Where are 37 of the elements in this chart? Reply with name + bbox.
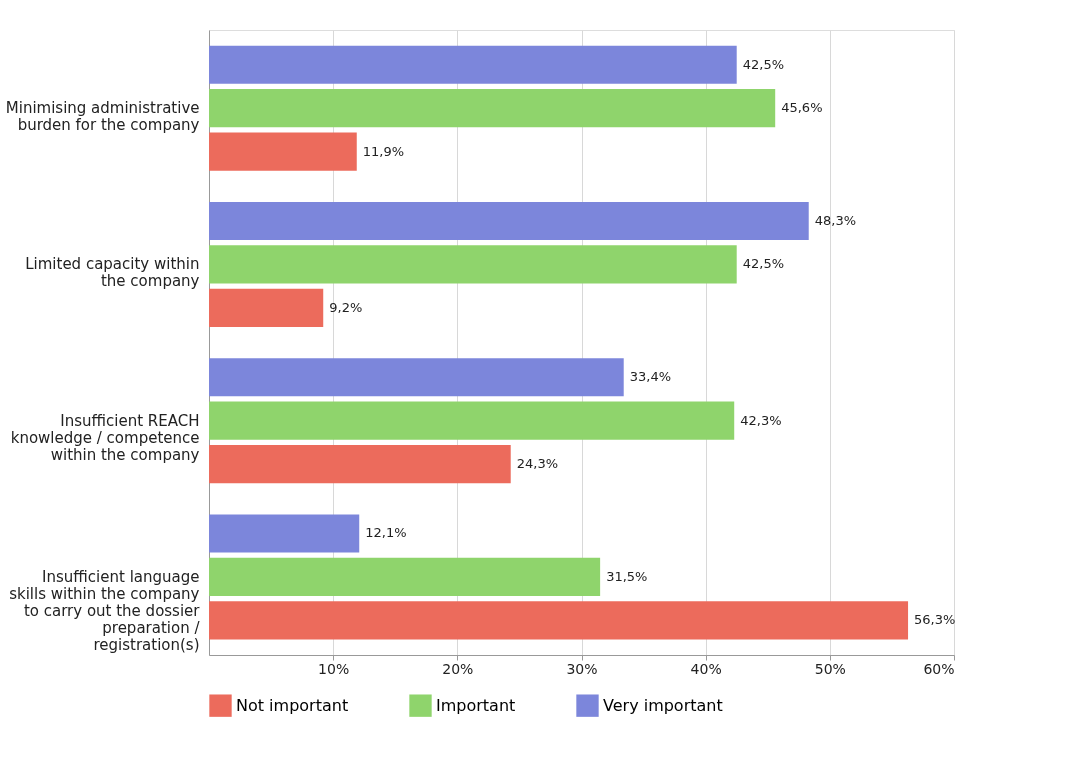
data-label: 42,5% xyxy=(742,256,785,272)
legend-label: Not important xyxy=(236,695,349,715)
data-label: 11,9% xyxy=(362,143,405,159)
x-tick-label: 50% xyxy=(814,660,846,677)
data-label: 42,5% xyxy=(742,56,785,72)
y-tick-label: Limited capacity within the company xyxy=(25,255,200,291)
data-label: 56,3% xyxy=(914,612,956,628)
data-label: 9,2% xyxy=(329,299,363,315)
legend-label: Important xyxy=(436,695,516,715)
bar xyxy=(209,557,601,596)
x-tick-label: 40% xyxy=(690,660,722,677)
bar xyxy=(209,401,735,440)
bar xyxy=(209,601,909,640)
data-label: 12,1% xyxy=(365,525,407,541)
bar xyxy=(209,444,511,484)
bar xyxy=(209,514,360,553)
x-tick-label: 30% xyxy=(566,660,598,677)
x-tick-label: 10% xyxy=(318,660,350,677)
y-tick-label: Insufficient language skills within the company to carry out the dossier preparation / registration(s) xyxy=(9,567,201,654)
bar xyxy=(209,288,324,327)
data-label: 31,5% xyxy=(606,568,648,584)
bar xyxy=(209,245,737,284)
bar xyxy=(209,89,776,128)
bar xyxy=(209,358,624,397)
y-tick-label: Insufficient REACH knowledge / competence within the company xyxy=(10,411,200,464)
data-label: 48,3% xyxy=(814,212,857,228)
bar xyxy=(209,45,737,84)
data-label: 33,4% xyxy=(629,369,672,385)
data-label: 45,6% xyxy=(781,100,823,116)
data-label: 42,3% xyxy=(740,412,782,428)
bar xyxy=(209,201,809,241)
x-tick-label: 60% xyxy=(923,660,955,677)
y-tick-label: Minimising administrative burden for the company xyxy=(5,99,200,135)
x-tick-label: 20% xyxy=(442,660,474,677)
bar xyxy=(209,132,357,171)
legend-label: Very important xyxy=(603,695,723,715)
data-label: 24,3% xyxy=(516,456,559,472)
